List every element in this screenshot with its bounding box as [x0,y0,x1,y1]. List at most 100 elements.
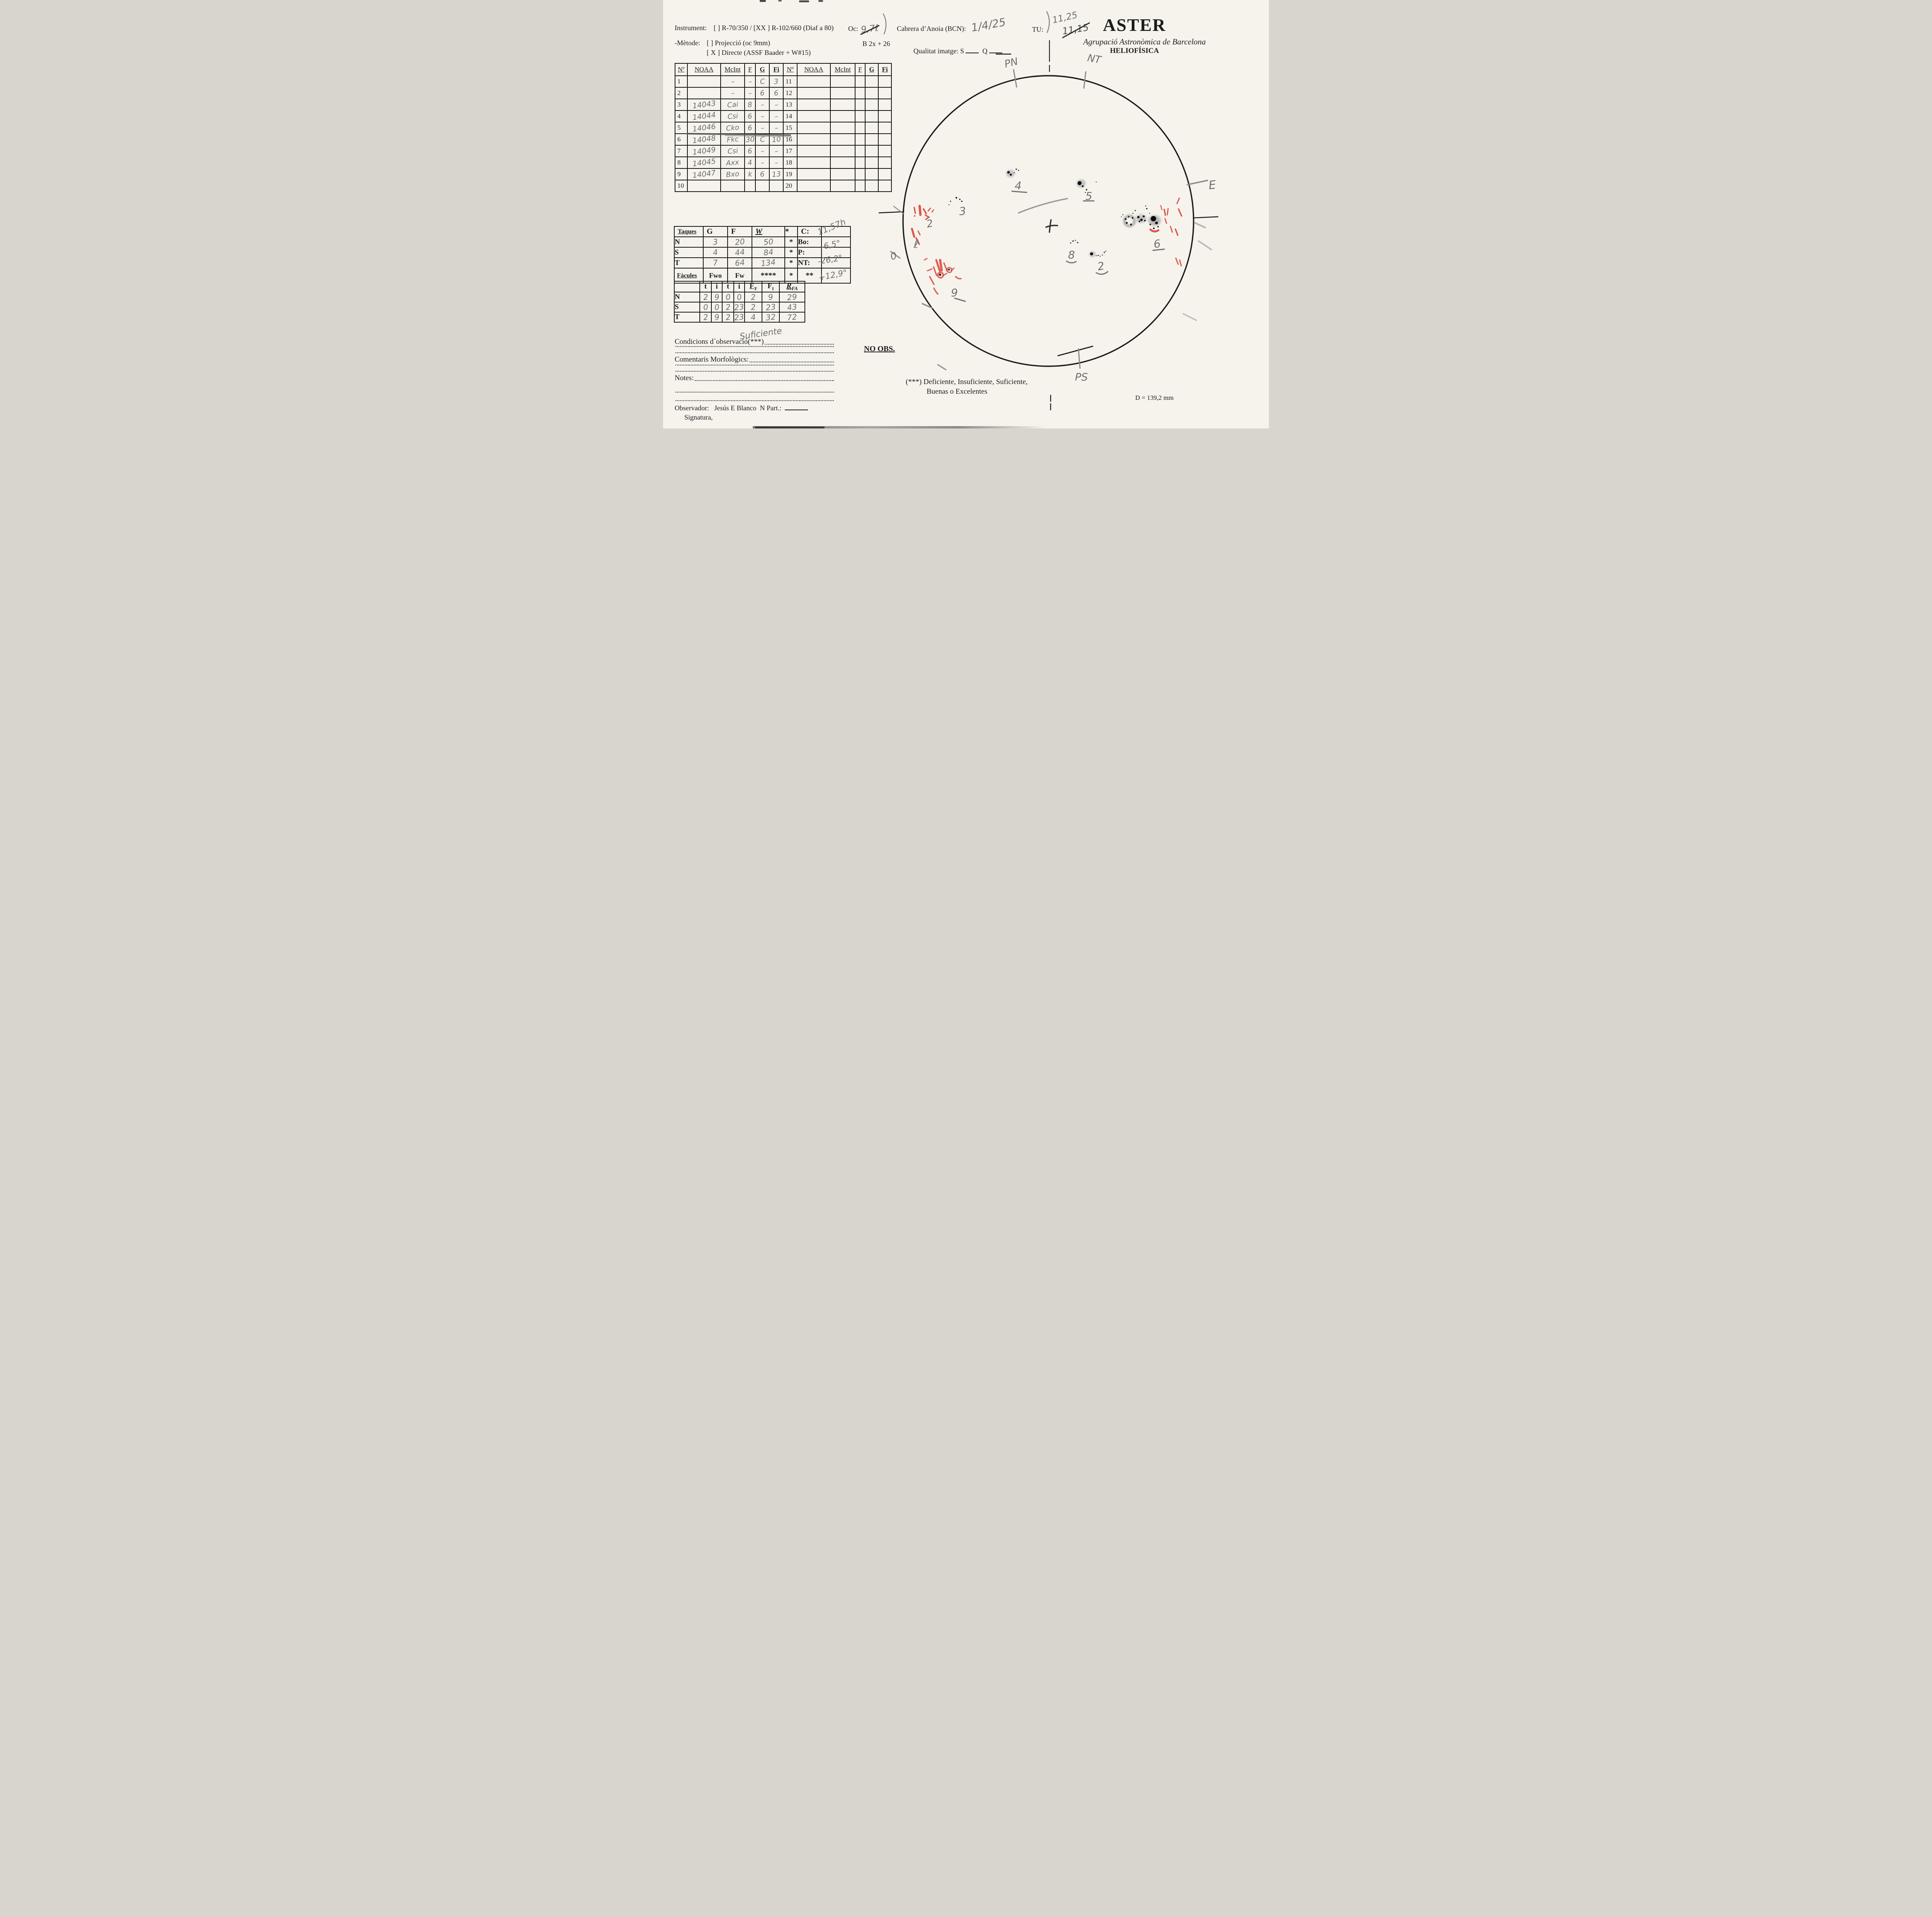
taques-g-value: 4 [712,247,719,257]
disk-label-group-9: 9 [951,286,958,299]
row-number: 2 [675,87,688,99]
taques-g-value: 7 [712,258,719,268]
groups-table-row: 1 – – C 3 11 [675,75,892,88]
row-number: 5 [675,122,688,134]
mcint-value: Bxo [726,170,740,179]
row-number: 18 [783,156,798,169]
col-f-left: F [744,63,756,76]
col-g-right: G [865,63,879,76]
scan-artifact-bottom [753,426,1046,428]
row-number: 1 [675,75,688,88]
disk-label-group-8: 8 [1068,248,1075,261]
taques-star: * [784,236,798,248]
groups-table-row: 5 14046 Cko 6 – – 15 [675,122,892,134]
col-t1: t [699,281,712,292]
col-g-left: G [755,63,770,76]
disk-label-group-3: 3 [959,205,967,218]
g-value: C [759,135,765,144]
qualitat-q-blank [989,52,1002,53]
g-value: – [760,112,765,121]
observador-label: Observador: [675,404,709,412]
condicions-label: Condicions d´observació(***) [675,338,764,346]
taques-row-label: T [674,257,704,269]
groups-table-row: 4 14044 Csi 6 – – 14 [675,110,892,122]
facules-fi: 23 [765,302,776,312]
facules-row-label: N [674,292,700,303]
noaa-value: 14044 [692,110,716,122]
taques-col-w: W [752,226,785,237]
printed-orientation-lines [878,40,1219,410]
no-obs-label: NO OBS. [864,345,895,353]
taques-row: S 4 44 84 * P: [674,247,851,258]
taques-star: * [784,226,798,237]
col-n-left: Nº [675,63,688,76]
f-value: 6 [747,147,753,155]
dotted-row [675,399,835,403]
fi-value: – [774,112,779,121]
col-n-right: Nº [783,63,798,76]
facules-t2: 0 [725,292,731,302]
taques-param-value-cell [821,247,851,258]
facules-rfa: 43 [787,302,798,312]
f-value: – [748,89,752,97]
groups-table-header-row: Nº NOAA McInt F G Fi Nº NOAA McInt F G F… [675,63,892,76]
facules-row: T 2 9 2 23 4 32 72 [674,312,805,323]
org-name: ASTER [1103,15,1166,35]
g-value: – [760,158,765,167]
col-rfa: RFA [779,281,805,292]
f-value: 6 [747,112,753,121]
disk-label-group-2-limb: 2 [925,218,934,230]
facules-table: t i t i FT FI RFA N 2 9 0 0 2 9 29 [674,281,805,323]
disk-label-zero: 0 [889,250,898,262]
col-ft: FT [744,281,762,292]
row-number: 10 [675,180,688,192]
facules-ft: 4 [750,312,757,322]
taques-col-g: G [703,226,728,237]
mcint-value: – [730,77,735,86]
taques-c-value-cell [821,226,851,237]
disk-diameter-label: D = 139,2 mm [1135,394,1174,401]
instrument-value: [ ] R-70/350 / [XX ] R-102/660 (Diaf a 8… [714,24,834,32]
taques-row: N 3 20 50 * Bo: [674,236,851,248]
noaa-value: 14043 [692,99,716,110]
mcint-value: Fkc [726,135,739,144]
taques-star: * [784,247,798,258]
dotted-line [675,352,834,353]
facules-i2: 23 [734,302,745,312]
facules-row-label: S [674,302,700,313]
col-i2: i [733,281,745,292]
disk-label-e: E [1208,178,1217,192]
mcint-value: Csi [727,112,738,121]
mcint-value: Cko [726,123,740,133]
facules-blank-head [674,281,700,292]
noaa-value: 14045 [692,157,716,168]
observador-line: Observador: Jesús E Blanco N Part.: [675,404,808,412]
org-subtitle: Agrupació Astronòmica de Barcelona [1083,37,1206,46]
taques-row-label: S [674,247,704,258]
fi-value: 3 [774,77,779,86]
location-label: Cabrera d’Anoia (BCN): [897,25,966,32]
facules-i2: 0 [736,292,742,302]
facules-row-label: T [674,312,700,323]
row-number: 4 [675,110,688,122]
taques-w-value: 50 [763,237,774,247]
fi-value: – [774,147,779,155]
dotted-row [675,390,835,394]
row-number: 11 [783,75,798,88]
groups-table-row: 7 14049 Csi 6 – – 17 [675,145,892,157]
fi-value: – [774,158,779,167]
col-f-right: F [855,63,866,76]
notes-label: Notes: [675,374,694,382]
disk-label-group-5: 5 [1085,190,1092,202]
facules-i1: 9 [714,292,720,302]
tu-label: TU: [1032,25,1043,33]
facules-ft: 2 [750,302,757,312]
scan-artifact [760,0,766,2]
groups-table-row: 9 14047 Bxo k 6 13 19 [675,168,892,180]
scan-artifact-bottom [755,427,825,428]
g-value: – [760,124,765,132]
f-value: 30 [745,135,755,144]
disk-label-group-6: 6 [1153,237,1161,251]
fi-value: – [774,100,779,109]
dotted-row [675,363,835,367]
